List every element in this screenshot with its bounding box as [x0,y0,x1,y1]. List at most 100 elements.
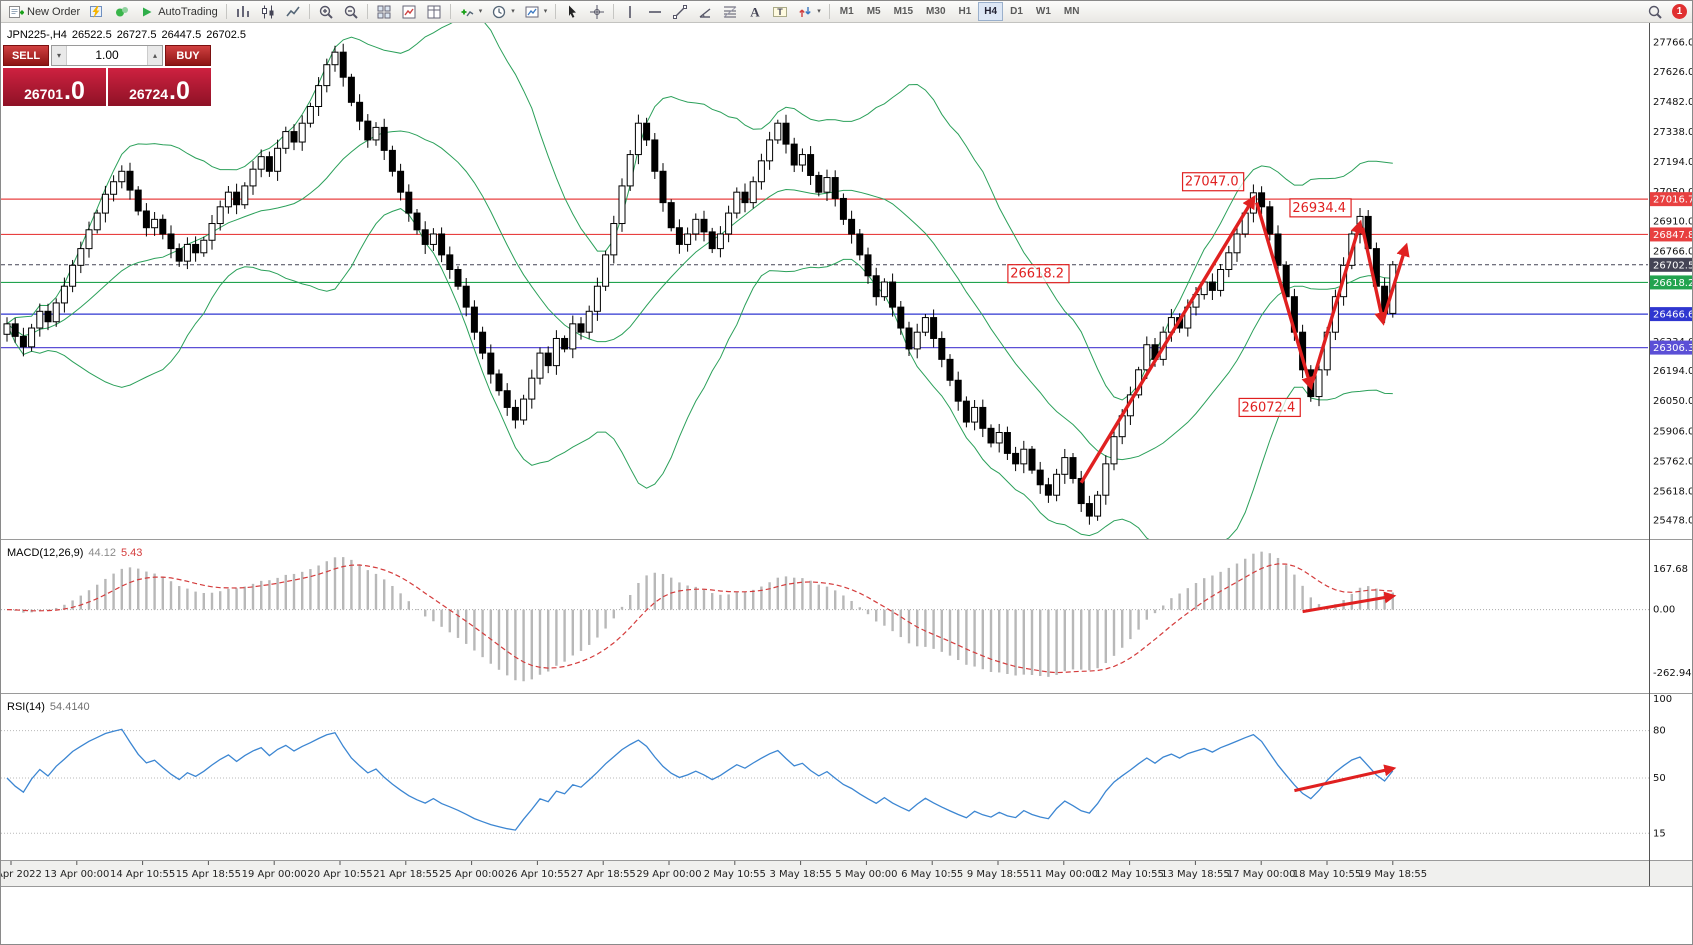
add-indicator-button[interactable]: ▾ [455,2,487,22]
svg-text:5 May 00:00: 5 May 00:00 [835,869,897,880]
chart-symbol-info: JPN225-,H4 26522.5 26727.5 26447.5 26702.5 [7,29,251,41]
macd-main-value: 44.12 [88,547,116,559]
svg-text:11 May 00:00: 11 May 00:00 [1030,869,1099,880]
vertical-line-button[interactable] [618,2,642,22]
svg-text:26618.2: 26618.2 [1653,278,1693,289]
dropdown-caret-icon: ▾ [543,8,548,15]
new-order-icon [8,4,24,20]
candlestick-chart-button[interactable] [256,2,280,22]
signals-icon [89,4,105,20]
rsi-indicator-label: RSI(14) 54.4140 [7,701,90,713]
buy-button[interactable]: BUY [165,45,211,66]
text-button[interactable]: A [743,2,767,22]
play-icon [139,4,155,20]
sell-button[interactable]: SELL [3,45,49,66]
text-icon: A [747,4,763,20]
svg-text:T: T [778,7,784,17]
svg-text:27626.0: 27626.0 [1653,67,1693,78]
order-controls-row: SELL ▾ 1.00 ▴ BUY [3,45,211,66]
line-chart-button[interactable] [281,2,305,22]
svg-text:26910.0: 26910.0 [1653,216,1693,227]
timeframe-w1[interactable]: W1 [1030,2,1057,21]
rsi-value: 54.4140 [49,701,90,713]
text-label-button[interactable]: T [768,2,792,22]
sell-price-base: 26701 [24,85,64,102]
new-order-button[interactable]: New Order [4,2,84,22]
timeframe-m5[interactable]: M5 [861,2,887,21]
angle-tool-icon [697,4,713,20]
search-button[interactable] [1643,2,1667,22]
svg-text:18 May 10:55: 18 May 10:55 [1293,869,1362,880]
time-axis-strip [1,861,1692,887]
svg-text:26618.2: 26618.2 [1010,267,1064,282]
cursor-button[interactable] [560,2,584,22]
ohlc-close: 26702.5 [206,29,246,41]
search-icon [1647,4,1663,20]
timeframe-d1[interactable]: D1 [1004,2,1029,21]
tile-windows-icon [376,4,392,20]
zoom-in-button[interactable] [314,2,338,22]
svg-text:19 Apr 00:00: 19 Apr 00:00 [242,869,307,880]
fibonacci-icon [722,4,738,20]
horizontal-line-button[interactable] [643,2,667,22]
community-button[interactable] [110,2,134,22]
trendline-button[interactable] [668,2,692,22]
price-callout-box [1007,264,1070,284]
fibonacci-button[interactable] [718,2,742,22]
symbol-name: JPN225-,H4 [7,29,67,41]
svg-text:27 Apr 18:55: 27 Apr 18:55 [571,869,636,880]
volume-up-button[interactable]: ▴ [147,46,162,65]
indicators-window-button[interactable] [397,2,421,22]
bar-chart-button[interactable] [231,2,255,22]
ohlc-low: 26447.5 [161,29,202,41]
svg-text:-262.94: -262.94 [1653,668,1692,679]
chart-workspace: 27047.0 26934.4 26618.2 26072.4 27766.0 27626… [1,23,1693,945]
svg-text:25762.0: 25762.0 [1653,456,1693,467]
toolbar-separator [308,4,310,19]
templates-button[interactable]: ▾ [520,2,552,22]
volume-down-button[interactable]: ▾ [52,46,67,65]
crosshair-icon [589,4,605,20]
bollinger-lower-band [6,208,1393,539]
volume-value[interactable]: 1.00 [95,48,119,62]
timeframe-mn[interactable]: MN [1058,2,1086,21]
notification-badge[interactable]: 1 [1672,4,1687,19]
chart-background [1,23,1692,944]
main-toolbar: New Order AutoTrading ▾ ▾ ▾ A T ▾ M1 M5 M15 M30 H1 H4… [1,1,1692,23]
svg-text:100: 100 [1653,694,1672,705]
data-window-button[interactable] [422,2,446,22]
svg-text:27047.0: 27047.0 [1185,175,1239,190]
arrows-tool-button[interactable]: ▾ [793,2,825,22]
autotrading-button[interactable]: AutoTrading [135,2,222,22]
svg-text:25478.0: 25478.0 [1653,516,1693,527]
crosshair-button[interactable] [585,2,609,22]
svg-text:6 May 10:55: 6 May 10:55 [901,869,963,880]
timeframe-h4[interactable]: H4 [978,2,1004,21]
svg-text:167.68: 167.68 [1653,564,1688,575]
signals-button[interactable] [85,2,109,22]
candlestick-chart-icon [260,4,276,20]
svg-text:12 Apr 2022: 12 Apr 2022 [1,869,42,880]
timeframe-m1[interactable]: M1 [834,2,860,21]
angle-tool-button[interactable] [693,2,717,22]
rsi-line [6,728,1394,831]
timeframe-m30[interactable]: M30 [920,2,951,21]
rsi-title: RSI(14) [7,701,45,713]
timeframe-h1[interactable]: H1 [953,2,978,21]
timeframe-m15[interactable]: M15 [888,2,919,21]
chart-canvas[interactable]: 27047.0 26934.4 26618.2 26072.4 27766.0 27626… [1,23,1693,945]
sell-price[interactable]: 26701 .0 [3,68,106,106]
buy-price[interactable]: 26724 .0 [108,68,211,106]
svg-text:26072.4: 26072.4 [1241,400,1295,415]
macd-signal-value: 5.43 [120,547,143,559]
svg-text:26 Apr 10:55: 26 Apr 10:55 [505,869,570,880]
periods-button[interactable]: ▾ [487,2,519,22]
toolbar-separator [366,4,368,19]
svg-text:26466.6: 26466.6 [1653,310,1693,321]
svg-text:26306.3: 26306.3 [1653,343,1693,354]
tile-windows-button[interactable] [372,2,396,22]
zoom-out-button[interactable] [339,2,363,22]
price-tags: 27016.7 26847.8 26702.5 26618.2 26466.6 26306… [1650,192,1693,355]
svg-text:50: 50 [1653,773,1666,784]
